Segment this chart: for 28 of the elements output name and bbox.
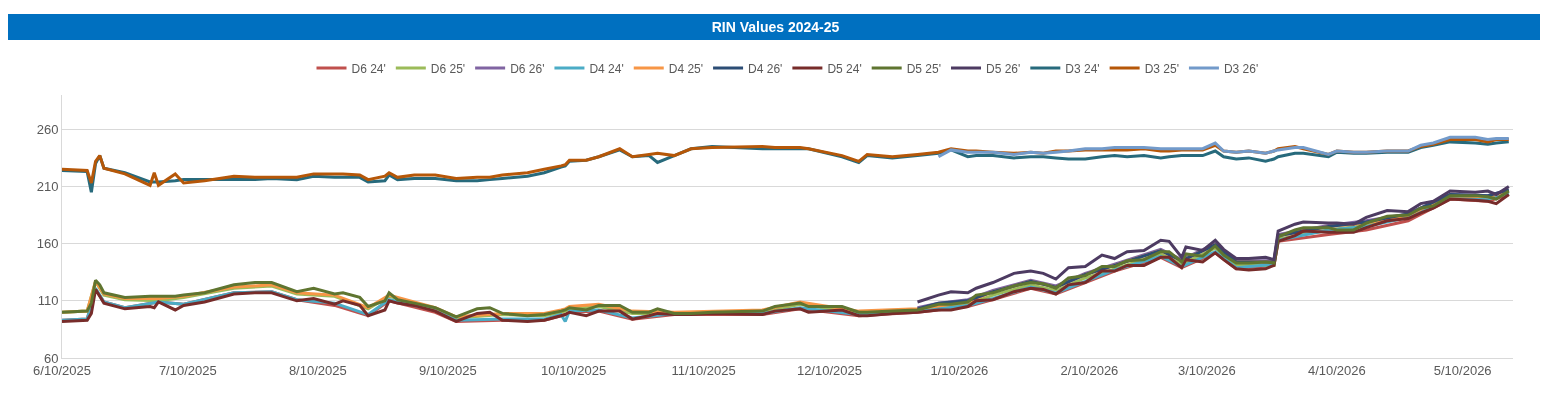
y-tick-label: 160	[36, 236, 59, 252]
y-tick-label: 110	[37, 293, 59, 309]
x-tick-label: 12/10/2025	[796, 362, 862, 378]
legend-label: D4 25'	[668, 61, 704, 76]
x-tick-label: 5/10/2026	[1433, 362, 1492, 378]
x-tick-label: 2/10/2026	[1060, 362, 1119, 378]
chart-title: RIN Values 2024-25	[711, 18, 840, 35]
x-tick-label: 4/10/2026	[1307, 362, 1366, 378]
legend-label: D5 25'	[906, 61, 941, 76]
legend-label: D5 26'	[986, 61, 1021, 76]
x-tick-label: 1/10/2026	[930, 362, 989, 378]
legend-label: D6 25'	[430, 61, 466, 76]
x-tick-label: 8/10/2025	[288, 362, 347, 378]
x-tick-label: 9/10/2025	[418, 362, 477, 378]
legend-label: D6 26'	[510, 61, 545, 76]
legend-label: D3 25'	[1144, 61, 1179, 76]
x-tick-label: 7/10/2025	[158, 362, 217, 378]
x-tick-label: 3/10/2026	[1177, 362, 1236, 378]
legend-label: D5 24'	[827, 61, 862, 76]
legend-label: D3 24'	[1065, 61, 1100, 76]
y-tick-label: 210	[36, 179, 59, 195]
x-tick-label: 10/10/2025	[541, 362, 607, 378]
x-tick-label: 11/10/2025	[671, 362, 736, 378]
legend-label: D3 26'	[1223, 61, 1259, 76]
legend-label: D4 24'	[589, 61, 624, 76]
legend-label: D4 26'	[748, 61, 783, 76]
legend-label: D6 24'	[351, 61, 386, 76]
y-tick-label: 260	[36, 121, 59, 137]
